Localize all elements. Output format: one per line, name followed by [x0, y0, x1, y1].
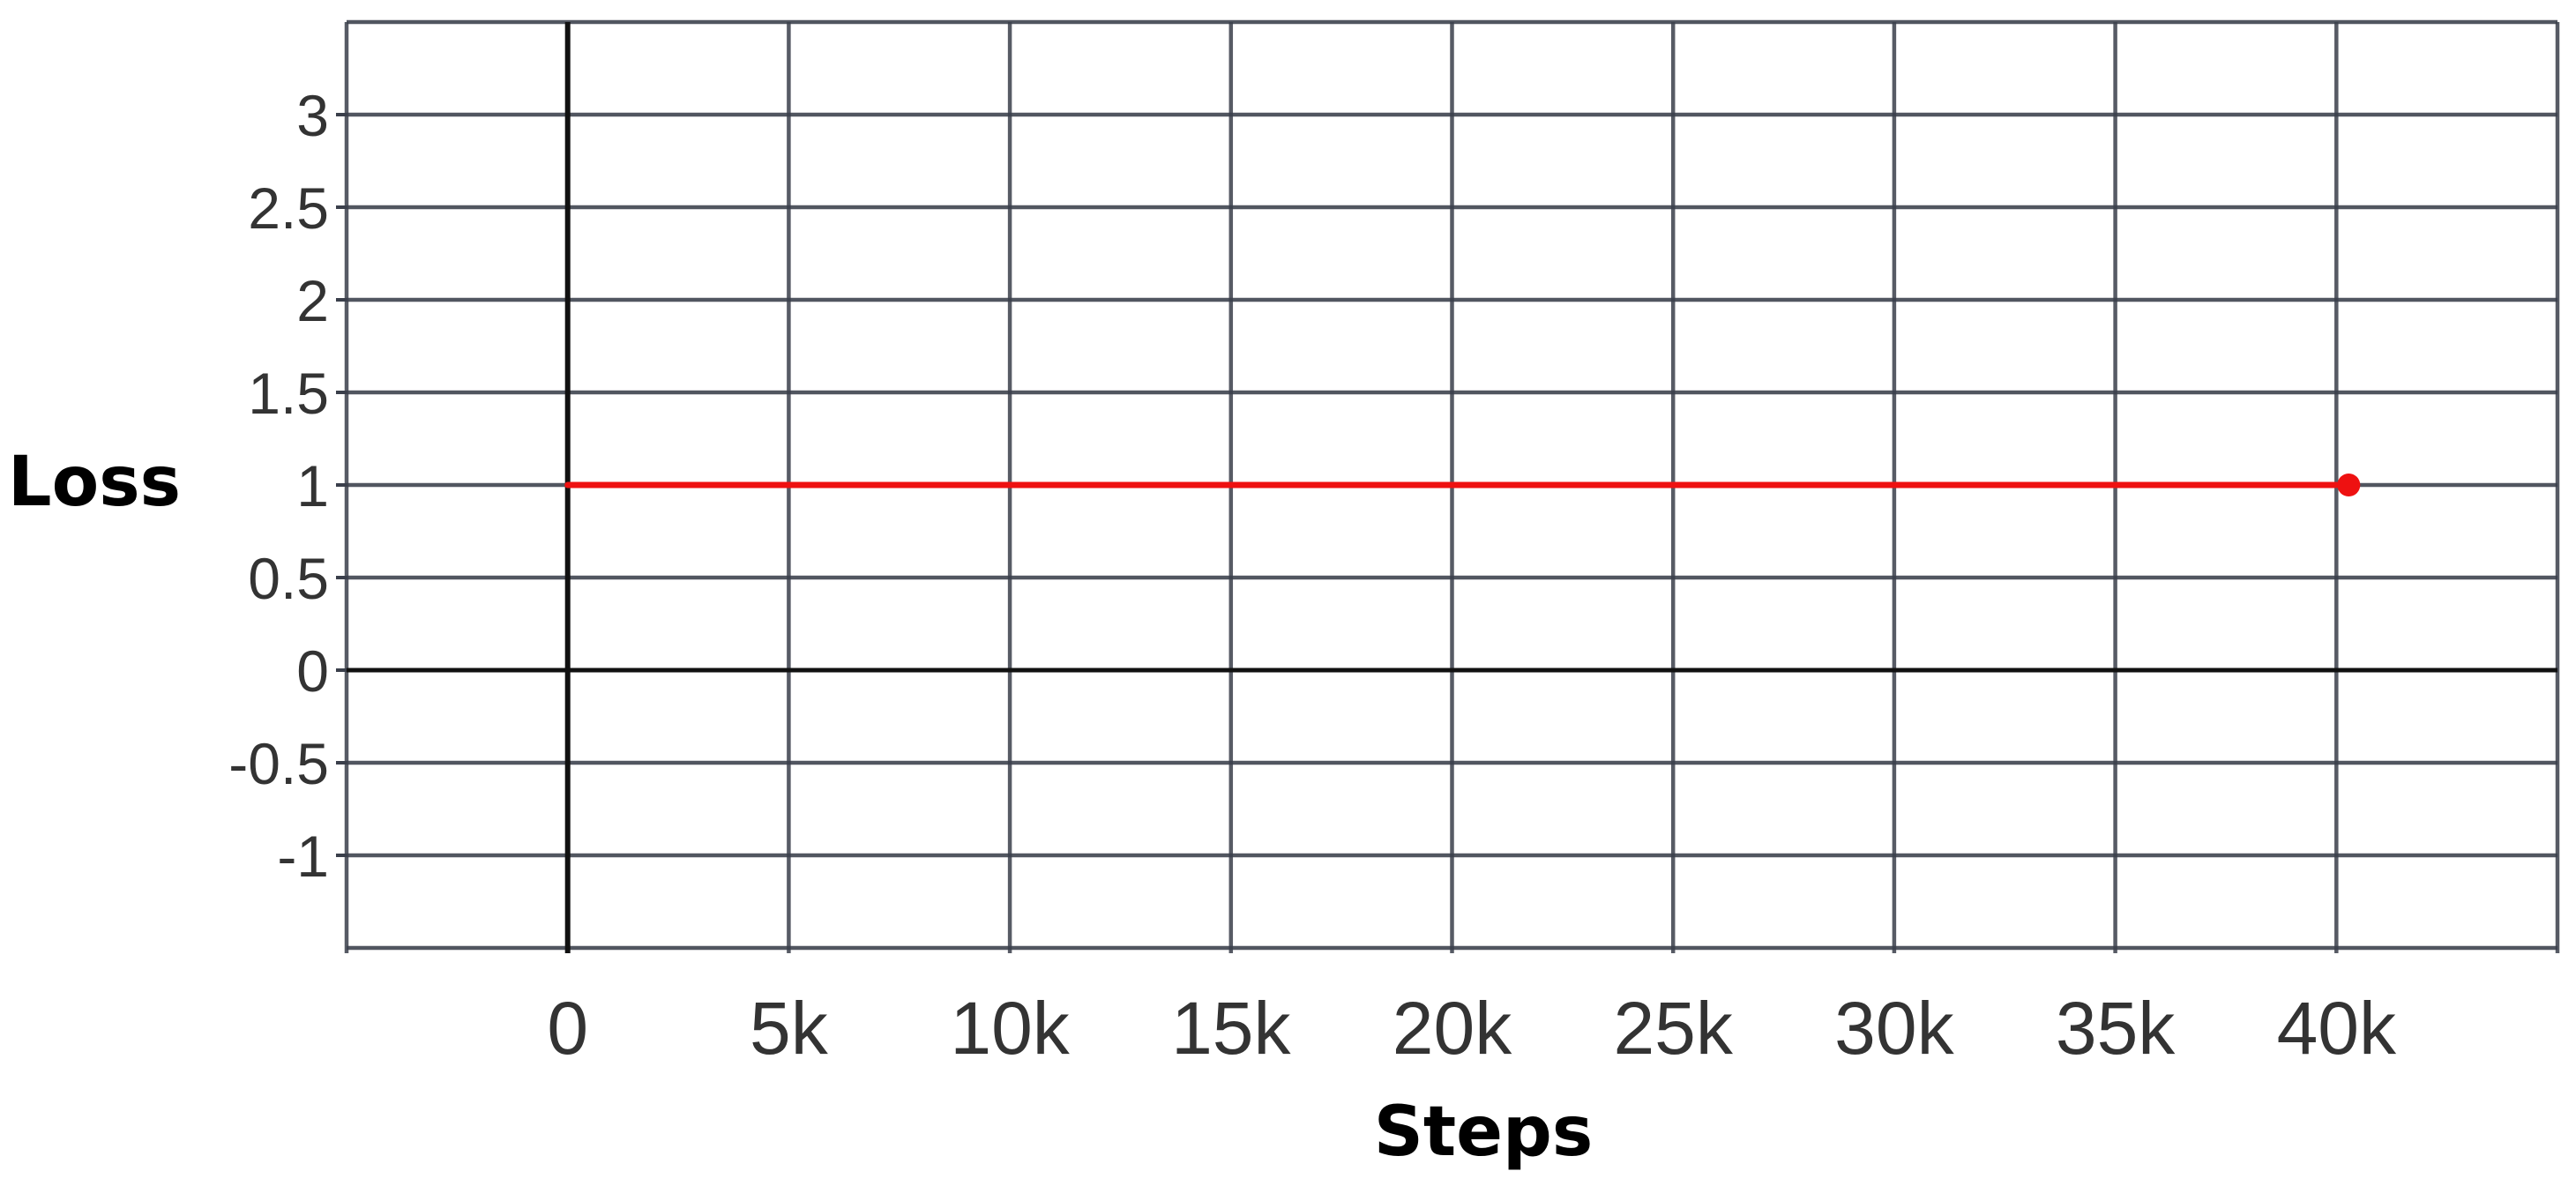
- y-tick-label: -1: [277, 824, 329, 889]
- y-tick-label: 0.5: [248, 546, 329, 611]
- x-tick-label: 10k: [950, 987, 1070, 1070]
- y-tick-label: 2.5: [248, 175, 329, 241]
- x-tick-label: 0: [547, 987, 588, 1070]
- x-tick-label: 20k: [1393, 987, 1512, 1070]
- y-tick-label: 2: [296, 268, 329, 333]
- x-tick-labels: 0 5k 10k 15k 20k 25k 30k 35k 40k: [547, 987, 2397, 1070]
- y-tick-label: 3: [296, 83, 329, 148]
- x-axis-label: Steps: [1374, 1093, 1594, 1172]
- x-tick-label: 30k: [1834, 987, 1954, 1070]
- x-tick-label: 15k: [1171, 987, 1291, 1070]
- y-tick-label: 1: [296, 453, 329, 518]
- series: [564, 474, 2361, 496]
- y-axis-label: Loss: [8, 443, 181, 522]
- y-tick-label: 1.5: [248, 361, 329, 426]
- y-tick-label: -0.5: [228, 731, 329, 796]
- x-tick-label: 35k: [2056, 987, 2176, 1070]
- y-tick-label: 0: [296, 638, 329, 704]
- loss-series-end-point: [2337, 474, 2361, 496]
- x-tick-label: 40k: [2277, 987, 2397, 1070]
- y-tick-labels: 3 2.5 2 1.5 1 0.5 0 -0.5 -1: [228, 83, 329, 889]
- x-tick-label: 5k: [750, 987, 829, 1070]
- x-tick-label: 25k: [1613, 987, 1733, 1070]
